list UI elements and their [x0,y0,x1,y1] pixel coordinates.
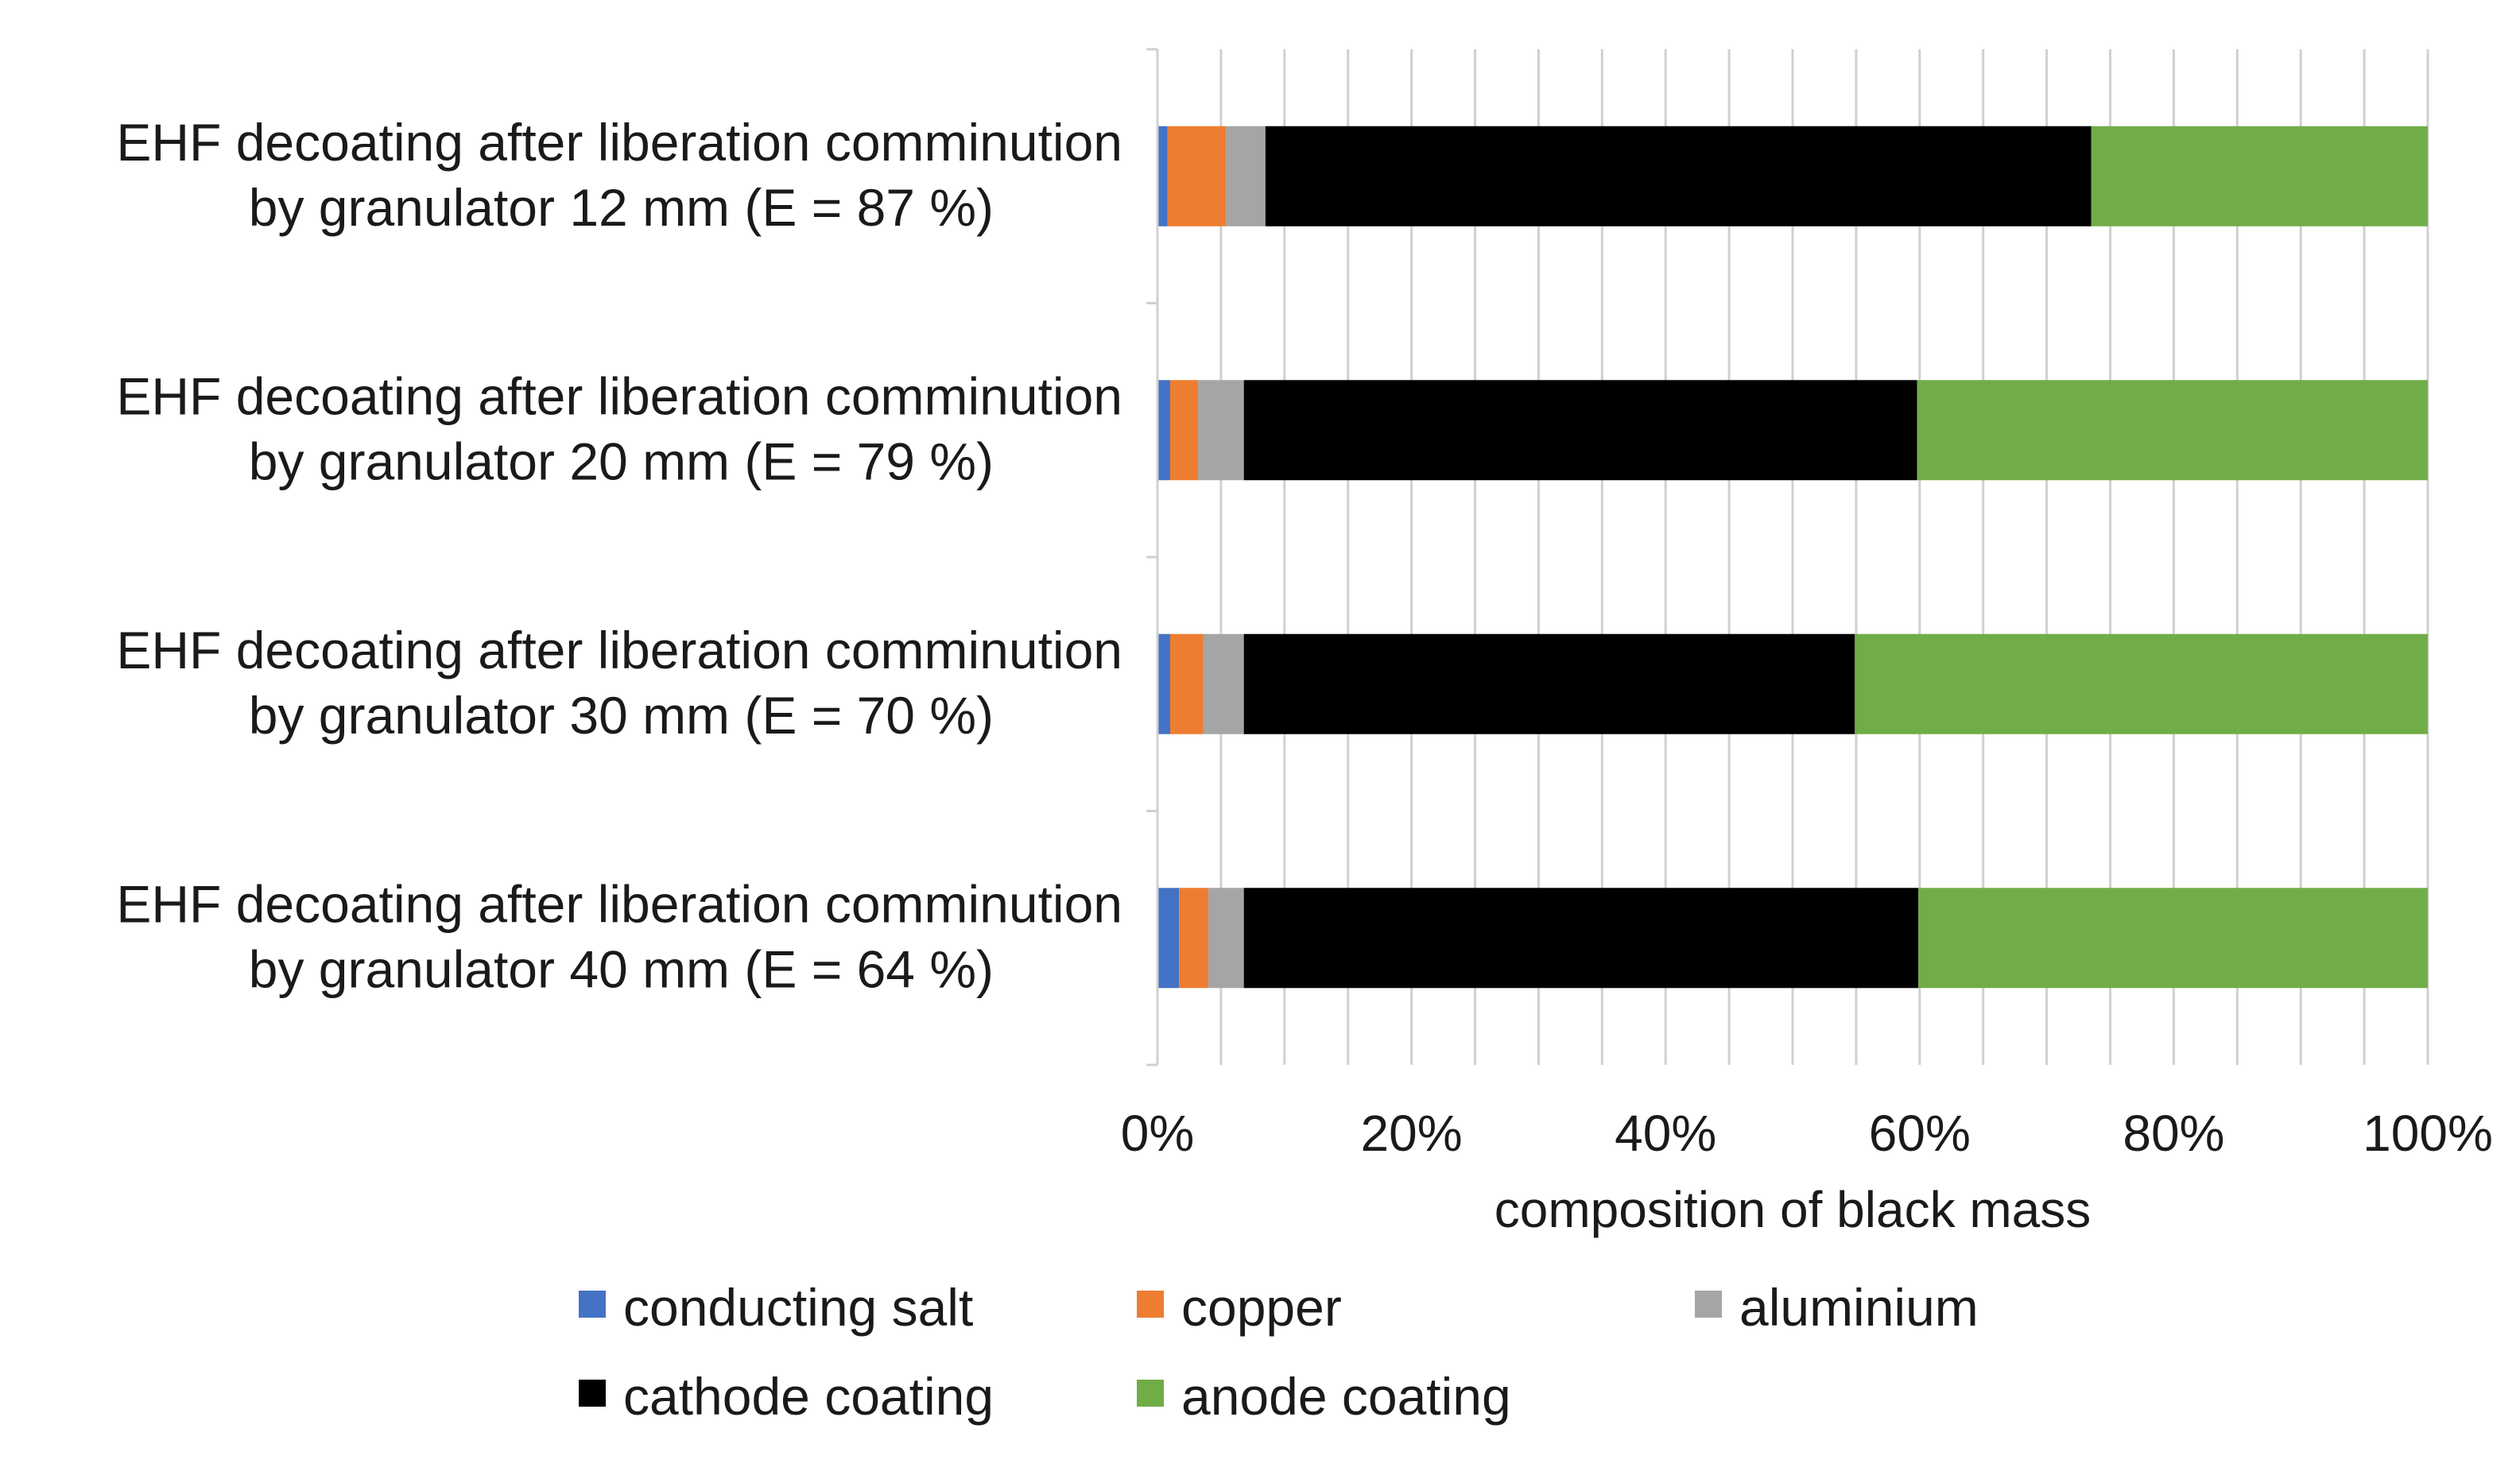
bar-copper-3 [1169,633,1204,734]
bar-copper-4 [1179,888,1208,989]
bars [1157,126,2428,989]
bar-cathode-coating-1 [1265,126,2092,226]
category-label-3-line2: by granulator 30 mm (E = 70 %) [249,686,994,745]
legend-label-anode-coating: anode coating [1181,1367,1511,1426]
x-tick-label-100: 100% [2363,1105,2493,1162]
category-label-2-line2: by granulator 20 mm (E = 79 %) [249,432,994,490]
bar-aluminium-2 [1198,380,1244,481]
legend-item-conducting-salt: conducting salt [579,1278,973,1337]
bar-anode-coating-1 [2091,126,2428,226]
category-label-1-line1: EHF decoating after liberation comminuti… [116,113,1122,172]
category-label-4-line1: EHF decoating after liberation comminuti… [116,874,1122,933]
legend-item-copper: copper [1137,1278,1342,1337]
bar-copper-2 [1169,380,1199,481]
legend-item-cathode-coating: cathode coating [579,1367,994,1426]
bar-cathode-coating-3 [1243,633,1855,734]
x-tick-label-40: 40% [1615,1105,1716,1162]
legend-swatch-anode-coating [1137,1380,1164,1407]
y-axis-ticks [1146,48,1157,1067]
bar-cathode-coating-2 [1243,380,1917,481]
bar-row-1 [1157,126,2428,226]
bar-conducting-salt-2 [1157,380,1170,481]
bar-row-3 [1157,633,2428,734]
legend-label-aluminium: aluminium [1739,1278,1979,1337]
legend-label-conducting-salt: conducting salt [623,1278,973,1337]
bar-anode-coating-3 [1855,633,2428,734]
bar-row-4 [1157,888,2428,989]
bar-conducting-salt-1 [1157,126,1168,226]
category-label-4-line2: by granulator 40 mm (E = 64 %) [249,939,994,998]
bar-conducting-salt-3 [1157,633,1170,734]
bar-anode-coating-2 [1917,380,2428,481]
legend-swatch-conducting-salt [579,1291,606,1318]
category-label-1-line2: by granulator 12 mm (E = 87 %) [249,178,994,237]
legend-item-anode-coating: anode coating [1137,1367,1511,1426]
bar-conducting-salt-4 [1157,888,1180,989]
legend-swatch-aluminium [1695,1291,1722,1318]
bar-row-2 [1157,380,2428,481]
legend-label-copper: copper [1181,1278,1342,1337]
bar-copper-1 [1167,126,1227,226]
legend: conducting salt copper aluminium cathode co… [579,1278,1979,1426]
x-tick-label-80: 80% [2123,1105,2224,1162]
x-tick-label-20: 20% [1361,1105,1463,1162]
bar-aluminium-4 [1208,888,1244,989]
x-axis-title: composition of black mass [1495,1181,2092,1238]
x-axis-tick-labels: 0% 20% 40% 60% 80% 100% [1121,1105,2493,1162]
category-label-3-line1: EHF decoating after liberation comminuti… [116,621,1122,679]
category-labels: EHF decoating after liberation comminuti… [116,113,1122,999]
legend-label-cathode-coating: cathode coating [623,1367,994,1426]
legend-swatch-cathode-coating [579,1380,606,1407]
bar-anode-coating-4 [1918,888,2428,989]
x-tick-label-0: 0% [1121,1105,1195,1162]
category-label-2-line1: EHF decoating after liberation comminuti… [116,366,1122,425]
legend-item-aluminium: aluminium [1695,1278,1979,1337]
legend-swatch-copper [1137,1291,1164,1318]
bar-aluminium-3 [1203,633,1244,734]
bar-aluminium-1 [1226,126,1266,226]
bar-cathode-coating-4 [1243,888,1919,989]
x-tick-label-60: 60% [1869,1105,1971,1162]
